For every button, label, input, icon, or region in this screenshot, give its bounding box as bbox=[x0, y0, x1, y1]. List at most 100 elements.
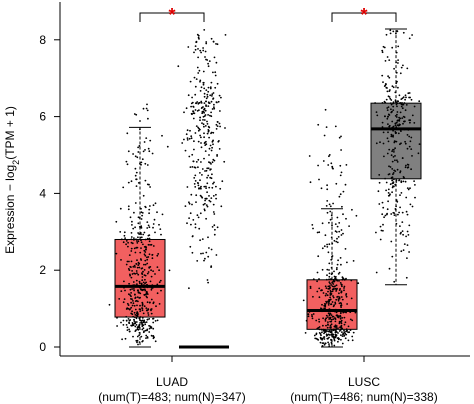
lusc-normal-point bbox=[391, 176, 394, 179]
luad-normal-point bbox=[211, 186, 214, 189]
lusc-tumor-point bbox=[327, 337, 329, 340]
lusc-normal-point bbox=[384, 101, 387, 104]
lusc-tumor-point bbox=[336, 279, 339, 282]
lusc-tumor-point bbox=[328, 281, 331, 283]
luad-normal-point bbox=[197, 72, 200, 74]
luad-tumor-point bbox=[136, 315, 139, 317]
luad-tumor-point bbox=[138, 262, 141, 265]
lusc-normal-point bbox=[390, 108, 392, 111]
luad-normal-point bbox=[213, 103, 215, 106]
luad-tumor-point bbox=[152, 327, 155, 330]
luad-tumor-point bbox=[131, 322, 134, 324]
lusc-normal-point bbox=[396, 168, 399, 171]
luad-tumor-point bbox=[134, 266, 136, 268]
luad-tumor-point bbox=[127, 260, 130, 263]
lusc-normal-point bbox=[390, 213, 393, 215]
luad-normal-point bbox=[191, 96, 194, 99]
luad-normal-point bbox=[184, 149, 187, 152]
lusc-tumor-point bbox=[318, 278, 320, 280]
x-category-sublabel-lusc: (num(T)=486; num(N)=338) bbox=[290, 390, 437, 404]
luad-tumor-point bbox=[124, 237, 126, 240]
luad-tumor-point bbox=[158, 269, 161, 272]
luad-normal-point bbox=[212, 211, 215, 213]
lusc-normal-point bbox=[397, 132, 400, 135]
luad-normal-point bbox=[194, 166, 197, 169]
lusc-normal-point bbox=[385, 181, 388, 184]
lusc-tumor-point bbox=[328, 275, 331, 278]
luad-normal-point bbox=[195, 40, 198, 43]
luad-normal-point bbox=[207, 167, 210, 170]
luad-tumor-point bbox=[154, 202, 157, 205]
luad-normal-point bbox=[202, 123, 205, 126]
luad-normal-point bbox=[224, 34, 227, 36]
luad-tumor-point bbox=[150, 298, 153, 301]
lusc-tumor-point bbox=[321, 345, 324, 347]
luad-tumor-point bbox=[140, 282, 143, 285]
luad-tumor-point bbox=[139, 304, 141, 307]
lusc-normal-point bbox=[395, 71, 398, 74]
luad-tumor-point bbox=[132, 335, 134, 338]
luad-tumor-point bbox=[137, 146, 140, 149]
lusc-normal-point bbox=[409, 121, 411, 124]
luad-normal-point bbox=[199, 49, 202, 52]
lusc-normal-points bbox=[374, 29, 421, 283]
luad-tumor-point bbox=[128, 328, 131, 331]
luad-tumor-point bbox=[134, 251, 137, 254]
lusc-tumor-point bbox=[355, 214, 358, 217]
luad-tumor-point bbox=[147, 243, 150, 246]
lusc-normal-point bbox=[407, 188, 410, 191]
luad-tumor-point bbox=[144, 288, 146, 291]
luad-tumor-point bbox=[146, 237, 149, 240]
luad-tumor-point bbox=[140, 267, 143, 270]
lusc-normal-point bbox=[395, 32, 397, 35]
y-axis-label-subscript: 2 bbox=[11, 160, 21, 165]
lusc-tumor-point bbox=[338, 322, 341, 325]
luad-tumor-point bbox=[135, 178, 138, 181]
luad-normal-point bbox=[214, 228, 216, 231]
luad-tumor-point bbox=[141, 317, 144, 319]
lusc-normal-point bbox=[395, 205, 397, 208]
luad-significance-bracket bbox=[139, 12, 205, 22]
lusc-normal-point bbox=[388, 173, 391, 175]
lusc-normal-point bbox=[383, 155, 385, 158]
luad-tumor-point bbox=[130, 260, 133, 263]
lusc-tumor-point bbox=[343, 323, 346, 326]
luad-tumor-point bbox=[124, 289, 126, 292]
luad-normal-point bbox=[201, 112, 204, 115]
luad-normal-point bbox=[208, 199, 211, 202]
lusc-tumor-point bbox=[339, 326, 342, 329]
luad-normal-point bbox=[208, 136, 211, 139]
lusc-tumor-point bbox=[342, 332, 345, 335]
luad-tumor-point bbox=[147, 117, 149, 120]
x-category-label-lusc: LUSC bbox=[348, 375, 380, 389]
lusc-normal-point bbox=[385, 33, 388, 36]
lusc-tumor-point bbox=[322, 317, 324, 320]
lusc-normal-point bbox=[400, 192, 403, 194]
lusc-tumor-point bbox=[326, 246, 329, 248]
luad-normal-point bbox=[208, 147, 211, 150]
lusc-normal-point bbox=[396, 119, 399, 122]
luad-normal-point bbox=[194, 174, 197, 177]
luad-tumor-point bbox=[135, 270, 138, 272]
lusc-tumor-point bbox=[337, 327, 339, 329]
lusc-normal-point bbox=[392, 172, 395, 174]
luad-normal-point bbox=[211, 93, 214, 96]
luad-tumor-point bbox=[149, 205, 151, 207]
lusc-normal-point bbox=[398, 179, 400, 182]
luad-tumor-point bbox=[137, 289, 139, 292]
luad-normal-point bbox=[205, 42, 208, 45]
luad-tumor-point bbox=[161, 213, 164, 216]
luad-normal-point bbox=[206, 123, 209, 125]
lusc-normal-group bbox=[370, 28, 422, 286]
luad-tumor-point bbox=[156, 319, 159, 322]
luad-tumor-point bbox=[160, 289, 162, 292]
luad-tumor-point bbox=[136, 240, 138, 242]
luad-tumor-point bbox=[125, 324, 128, 326]
luad-normal-point bbox=[195, 161, 198, 163]
lusc-normal-point bbox=[397, 59, 399, 61]
lusc-tumor-point bbox=[342, 213, 344, 216]
luad-tumor-point bbox=[135, 113, 138, 116]
luad-tumor-point bbox=[142, 194, 145, 197]
lusc-tumor-point bbox=[328, 314, 331, 317]
lusc-normal-point bbox=[406, 67, 409, 70]
